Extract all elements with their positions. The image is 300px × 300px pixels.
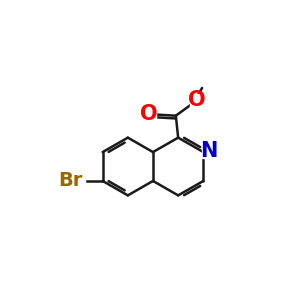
Text: O: O	[140, 104, 158, 124]
Bar	[142, 108, 156, 120]
Text: Br: Br	[58, 172, 83, 190]
Bar	[202, 145, 216, 158]
Bar	[190, 94, 204, 106]
Text: N: N	[200, 141, 218, 161]
Bar	[57, 175, 85, 187]
Text: O: O	[188, 90, 206, 110]
